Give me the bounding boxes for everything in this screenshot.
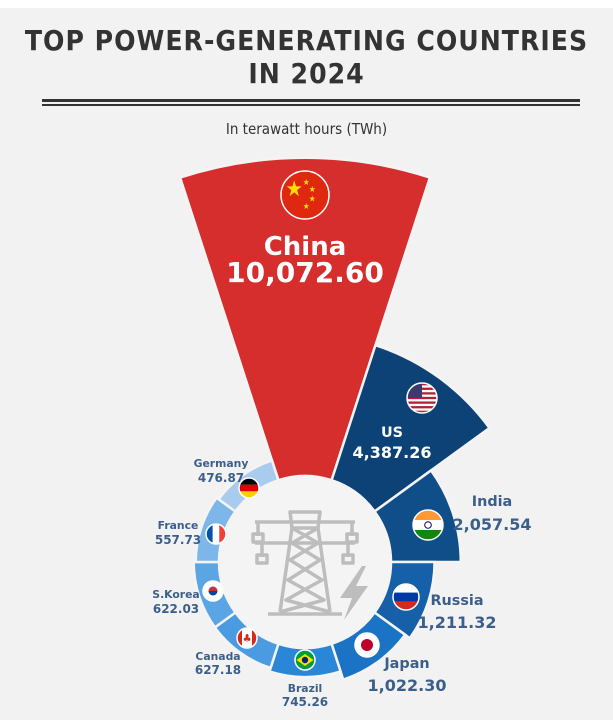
title-line-1: TOP POWER-GENERATING COUNTRIES [24,24,589,57]
south-korea-flag [202,580,224,602]
canada-flag: ♣ [236,627,258,649]
label-name-russia: Russia [430,593,483,609]
japan-flag [354,632,380,658]
center-circle [219,476,391,648]
label-value-us: 4,387.26 [353,443,432,462]
title-rule-thin [42,104,580,106]
transmission-tower-icon [251,510,359,616]
china-flag: ★ ★★★★ [280,170,330,220]
germany-flag [238,477,260,499]
label-value-russia: 1,211.32 [418,613,497,632]
us-flag [406,382,438,414]
chart-title: TOP POWER-GENERATING COUNTRIES IN 2024 [0,24,613,90]
india-flag [412,509,444,541]
label-value-germany: 476.87 [198,471,244,485]
label-value-canada: 627.18 [195,663,241,677]
label-value-china: 10,072.60 [226,256,384,289]
label-value-skorea: 622.03 [153,602,199,616]
svg-text:★: ★ [309,194,316,204]
label-name-france: France [158,519,199,532]
title-rule-thick [42,99,580,102]
label-name-japan: Japan [383,656,429,672]
label-value-france: 557.73 [155,533,201,547]
label-name-brazil: Brazil [288,682,323,695]
russia-flag [392,583,420,611]
label-value-india: 2,057.54 [453,515,532,534]
svg-text:★: ★ [303,201,310,211]
label-value-japan: 1,022.30 [368,676,447,695]
label-name-china: China [264,232,347,262]
lightning-bolt-icon [340,566,368,620]
label-name-us: US [381,425,403,441]
label-value-brazil: 745.26 [282,695,328,709]
france-flag [205,523,227,545]
title-line-2: IN 2024 [248,57,365,90]
svg-text:★: ★ [309,184,316,194]
brazil-flag [294,649,316,671]
svg-text:★: ★ [285,177,302,202]
label-name-germany: Germany [194,457,249,470]
label-name-skorea: S.Korea [152,588,199,601]
label-name-india: India [472,494,513,510]
svg-text:♣: ♣ [243,632,252,645]
svg-text:★: ★ [303,177,310,187]
top-strip [0,0,613,8]
chart-subtitle: In terawatt hours (TWh) [225,120,388,138]
label-name-canada: Canada [195,650,240,663]
